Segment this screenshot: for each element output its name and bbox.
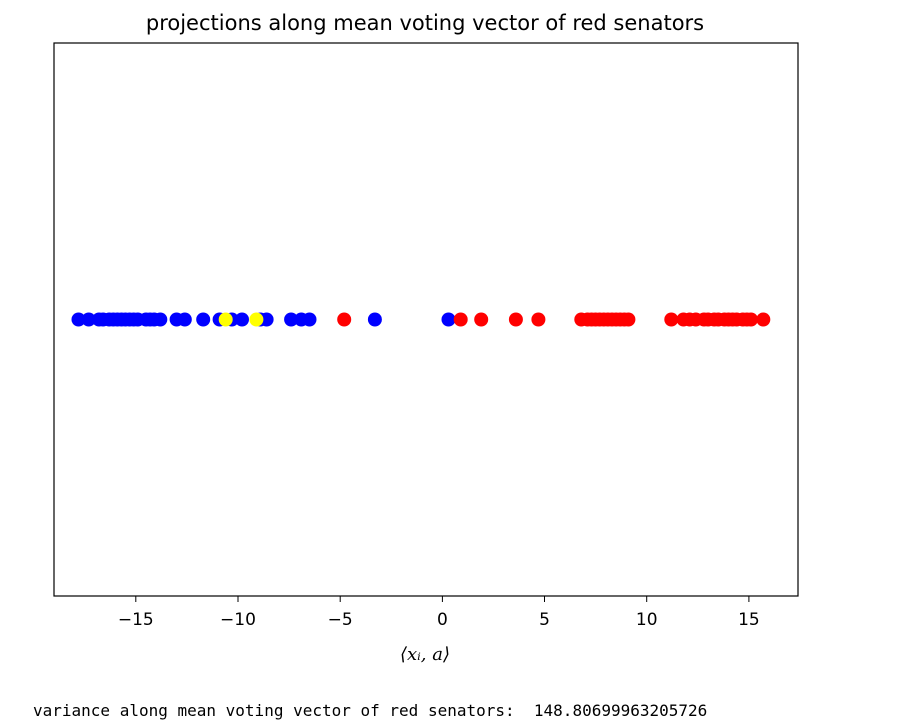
red-point — [531, 312, 546, 327]
red-point — [453, 312, 468, 327]
red-point — [474, 312, 489, 327]
blue-point — [284, 312, 299, 327]
blue-point — [259, 312, 274, 327]
blue-point — [71, 312, 86, 327]
yellow-point — [218, 312, 233, 327]
x-tick-label: 15 — [738, 610, 760, 630]
scatter-chart: projections along mean voting vector of … — [53, 11, 799, 665]
red-point — [508, 312, 523, 327]
x-tick-label: −5 — [328, 610, 353, 630]
x-tick-label: −10 — [220, 610, 256, 630]
blue-point — [441, 312, 456, 327]
red-point — [621, 312, 636, 327]
blue-point — [235, 312, 249, 327]
x-tick-label: −15 — [118, 610, 154, 630]
axes-frame — [53, 42, 799, 597]
chart-title: projections along mean voting vector of … — [146, 11, 704, 35]
data-points — [71, 312, 771, 327]
x-axis-label: ⟨xᵢ, a⟩ — [400, 644, 450, 665]
blue-point — [367, 312, 382, 327]
blue-point — [177, 312, 192, 327]
variance-output-text: variance along mean voting vector of red… — [33, 701, 708, 720]
x-tick-label: 5 — [539, 610, 550, 630]
x-tick-label: 10 — [636, 610, 658, 630]
red-point — [664, 312, 679, 327]
x-axis-ticks: −15 −10 −5 0 5 10 15 — [118, 596, 760, 630]
blue-point — [153, 312, 168, 327]
red-point — [744, 312, 758, 327]
blue-point — [302, 312, 317, 327]
yellow-point — [249, 312, 264, 327]
red-point — [756, 312, 771, 327]
x-tick-label: 0 — [437, 610, 448, 630]
blue-point — [81, 312, 96, 327]
red-point — [337, 312, 352, 327]
blue-point — [196, 312, 211, 327]
